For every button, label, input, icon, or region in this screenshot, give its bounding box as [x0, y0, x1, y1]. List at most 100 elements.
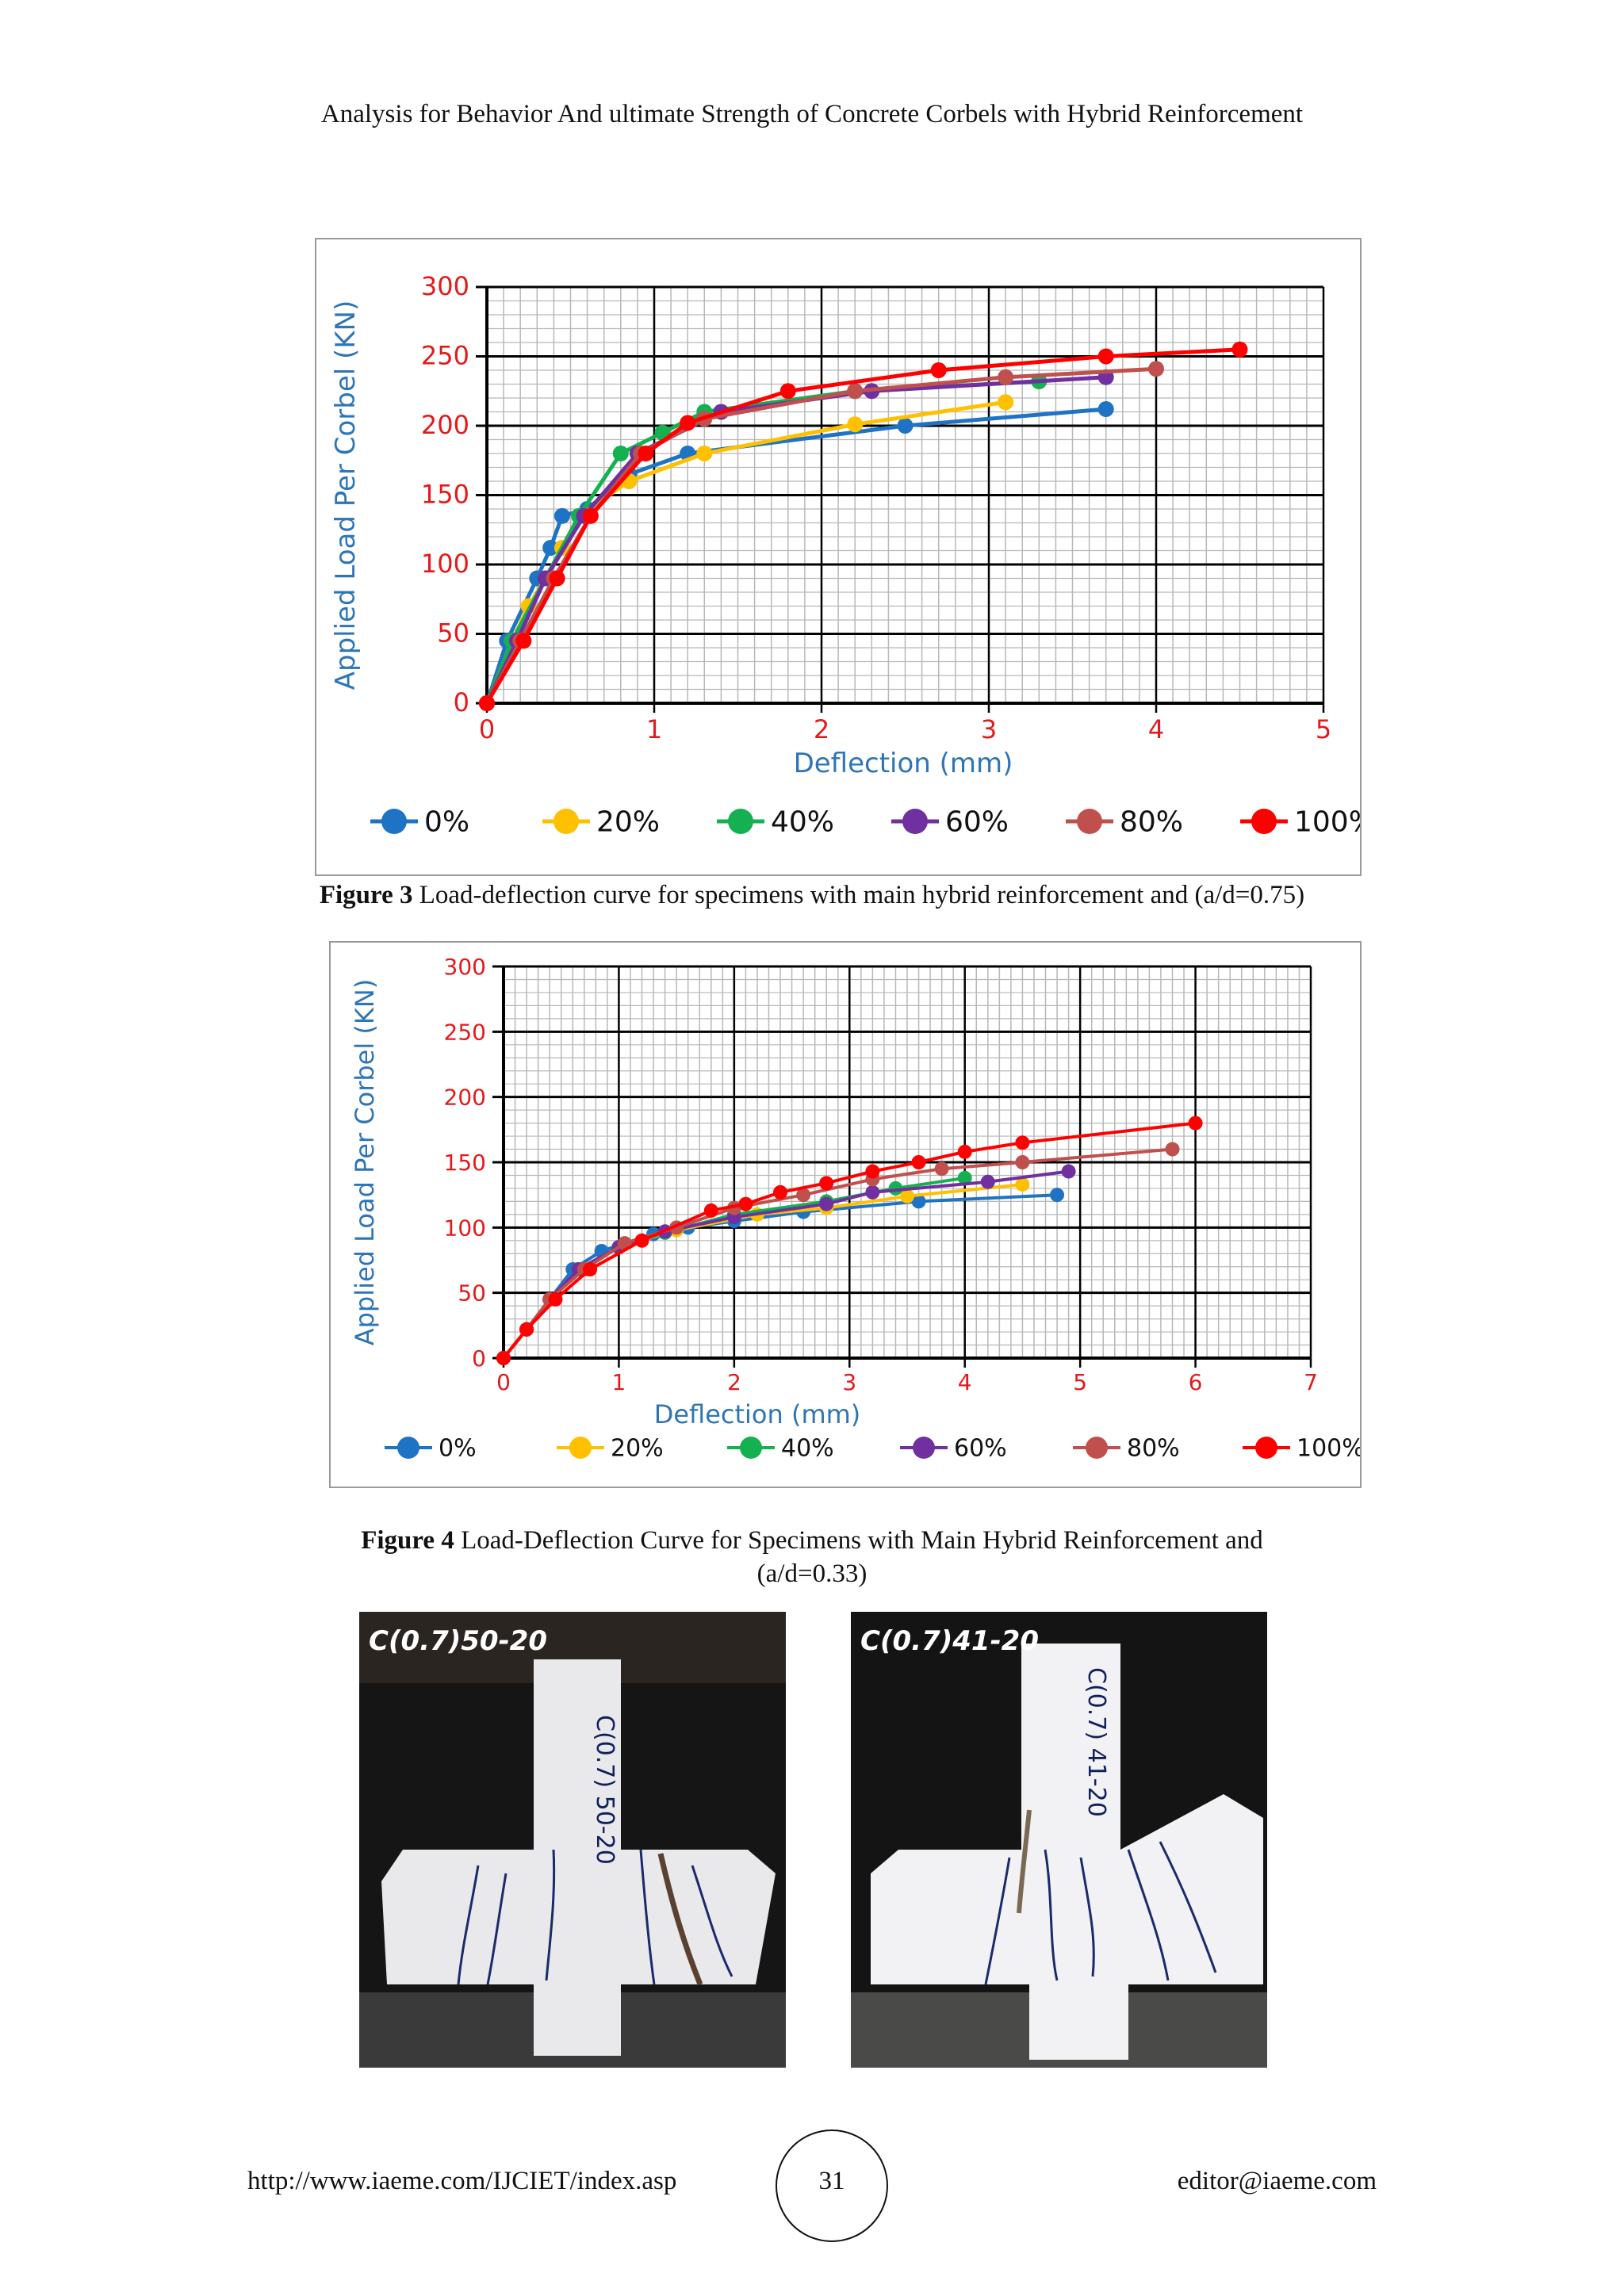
x-axis-title: Deflection (mm)	[654, 1399, 861, 1429]
legend-marker	[569, 1437, 592, 1459]
data-point	[1097, 401, 1114, 417]
legend-label: 0%	[439, 1435, 477, 1463]
legend-label: 40%	[771, 806, 834, 839]
legend-label: 60%	[954, 1435, 1007, 1463]
data-point	[957, 1144, 972, 1159]
series-line-100pct	[485, 347, 1240, 705]
x-tick-label: 7	[1304, 1369, 1318, 1395]
page-number: 31	[818, 2167, 845, 2195]
figure-3-label: Figure 3	[319, 881, 413, 909]
legend-label: 20%	[611, 1435, 664, 1463]
corbel-photo-2: C(0.7) 41-20 C(0.7)41-20	[851, 1612, 1267, 2068]
legend-label: 100%	[1297, 1435, 1360, 1463]
x-tick-label: 5	[1316, 714, 1331, 744]
photo-2-label: C(0.7)41-20	[860, 1625, 1039, 1657]
x-tick-label: 5	[1073, 1369, 1087, 1395]
x-tick-label: 4	[1148, 714, 1164, 744]
data-point	[583, 1262, 598, 1277]
figure-3-caption: Figure 3 Load-deflection curve for speci…	[0, 878, 1624, 912]
x-tick-label: 2	[727, 1369, 741, 1395]
photo-1-label: C(0.7)50-20	[369, 1625, 547, 1657]
y-tick-label: 0	[472, 1345, 486, 1372]
data-point	[1050, 1188, 1065, 1203]
legend-marker	[1086, 1437, 1108, 1459]
data-point	[998, 394, 1014, 411]
footer-email[interactable]: editor@iaeme.com	[1177, 2167, 1377, 2195]
legend-marker	[1077, 809, 1102, 834]
data-point	[703, 1203, 718, 1218]
page-number-circle	[776, 2130, 888, 2242]
legend-marker	[913, 1437, 935, 1459]
y-axis-title: Applied Load Per Corbel (KN)	[350, 979, 380, 1346]
data-point	[1165, 1142, 1180, 1157]
data-point	[911, 1155, 926, 1169]
data-point	[1015, 1155, 1030, 1169]
figure-4-caption-text: Load-Deflection Curve for Specimens with…	[454, 1526, 1263, 1555]
data-point	[519, 1322, 534, 1337]
legend-marker	[397, 1437, 419, 1459]
legend-marker	[728, 809, 753, 834]
data-point	[998, 369, 1014, 385]
y-tick-label: 300	[421, 271, 469, 301]
data-point	[847, 416, 864, 433]
legend-label: 40%	[781, 1435, 834, 1463]
legend-marker	[1251, 809, 1277, 834]
data-point	[847, 383, 864, 400]
x-tick-label: 0	[496, 1369, 511, 1395]
data-point	[1148, 361, 1164, 377]
y-tick-label: 50	[437, 618, 469, 649]
data-point	[1231, 341, 1248, 358]
y-tick-label: 0	[454, 687, 469, 718]
x-axis-title: Deflection (mm)	[794, 748, 1013, 779]
x-tick-label: 2	[814, 714, 829, 744]
data-point	[1015, 1177, 1030, 1192]
data-point	[911, 1194, 926, 1209]
data-point	[696, 446, 713, 461]
data-point	[542, 540, 559, 556]
data-point	[900, 1188, 914, 1203]
data-point	[980, 1174, 995, 1189]
data-point	[738, 1196, 753, 1211]
data-point	[1015, 1135, 1030, 1150]
data-point	[496, 1351, 511, 1365]
x-tick-label: 4	[958, 1369, 972, 1395]
legend-marker	[381, 809, 407, 834]
x-tick-label: 3	[981, 714, 997, 744]
data-point	[638, 446, 654, 461]
data-point	[773, 1184, 788, 1200]
data-point	[930, 362, 947, 378]
data-point	[865, 1164, 880, 1179]
photo-2-specimen-mark: C(0.7) 41-20	[1082, 1667, 1110, 1817]
x-tick-label: 0	[479, 714, 495, 744]
figure-4-frame: 0 50 100 150 200 250 300 0 1 2 3 4 5 6 7 Deflection (mm…	[329, 941, 1365, 1488]
data-point	[897, 418, 914, 434]
y-tick-label: 150	[421, 480, 469, 510]
legend-label: 0%	[424, 806, 469, 839]
data-point	[582, 507, 599, 524]
data-point	[612, 446, 629, 461]
footer-url[interactable]: http://www.iaeme.com/IJCIET/index.asp	[247, 2167, 677, 2195]
y-tick-label: 250	[444, 1019, 486, 1045]
figure-4-caption-line2: (a/d=0.33)	[756, 1559, 868, 1588]
legend-marker	[902, 809, 928, 834]
data-point	[1188, 1115, 1203, 1131]
data-point	[479, 695, 495, 711]
data-point	[819, 1176, 834, 1191]
figure-3-chart: 0 50 100 150 200 250 300 0 1 2 3 4 5 Deflection (mm) A…	[330, 271, 1376, 839]
data-point	[548, 1292, 563, 1307]
figure-4-caption: Figure 4 Load-Deflection Curve for Speci…	[0, 1524, 1624, 1590]
data-point	[1097, 348, 1114, 365]
legend-marker	[1255, 1437, 1277, 1459]
legend-label: 80%	[1127, 1435, 1180, 1463]
y-tick-label: 200	[444, 1085, 486, 1111]
y-axis-title: Applied Load Per Corbel (KN)	[330, 300, 362, 691]
data-point	[934, 1161, 949, 1177]
running-header: Analysis for Behavior And ultimate Stren…	[320, 100, 1304, 128]
data-point	[957, 1170, 972, 1185]
legend-marker	[740, 1437, 762, 1459]
figure-4-label: Figure 4	[361, 1526, 454, 1555]
data-point	[796, 1188, 811, 1203]
x-tick-label: 6	[1189, 1369, 1203, 1395]
x-tick-label: 1	[612, 1369, 626, 1395]
y-tick-label: 100	[444, 1215, 486, 1241]
